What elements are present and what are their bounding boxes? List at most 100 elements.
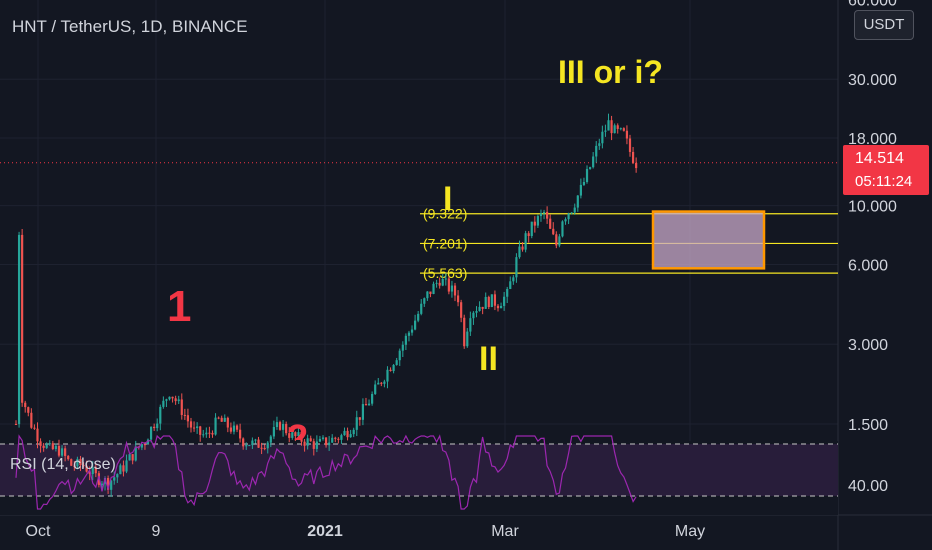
candle: [334, 436, 337, 443]
candle: [410, 325, 414, 336]
rsi-pane: [0, 441, 838, 515]
candle: [355, 410, 358, 437]
candle: [392, 363, 395, 374]
candle: [420, 299, 423, 316]
candle: [42, 442, 45, 452]
candle: [616, 123, 619, 134]
candle: [67, 455, 70, 461]
candle: [251, 437, 254, 449]
rsi-line: [15, 434, 637, 510]
candle: [140, 443, 143, 451]
candle: [340, 433, 343, 445]
candle: [346, 427, 349, 441]
candle: [165, 398, 168, 408]
candle: [76, 456, 79, 470]
x-tick-label: Oct: [26, 523, 51, 540]
candle: [214, 413, 217, 436]
candle: [518, 240, 521, 259]
candle: [414, 314, 417, 331]
candle: [607, 113, 610, 131]
candle: [85, 460, 88, 473]
candle: [24, 400, 27, 413]
candle: [337, 437, 340, 444]
candle: [343, 427, 346, 436]
candles: [14, 113, 638, 497]
candle: [515, 253, 518, 283]
candle: [45, 442, 48, 450]
candle: [315, 435, 318, 453]
candle: [460, 299, 463, 323]
time-axis[interactable]: Oct 9 2021 Mar May: [26, 523, 706, 540]
candle: [493, 290, 497, 311]
candle: [239, 423, 242, 443]
y-tick-label: 60.000: [848, 0, 897, 9]
candle: [30, 408, 33, 429]
candle: [447, 276, 450, 295]
candle: [303, 439, 306, 452]
candle: [546, 206, 549, 224]
y-tick-label: 18.000: [848, 131, 897, 148]
candle: [285, 421, 288, 436]
candle: [180, 393, 183, 420]
candle: [281, 419, 285, 437]
candle: [57, 439, 61, 458]
y-tick-label: 30.000: [848, 72, 897, 89]
price-axis[interactable]: 1.500 3.000 6.000 10.000 18.000 30.000 60.000 4…: [848, 0, 897, 495]
target-zone-box[interactable]: [651, 210, 766, 270]
candle: [496, 304, 500, 312]
wave-label-iii: III or i?: [558, 54, 663, 90]
candle: [321, 435, 325, 441]
candle: [417, 311, 420, 323]
candle: [524, 230, 527, 253]
candle: [294, 431, 297, 442]
candle: [539, 209, 543, 222]
candle: [598, 138, 601, 150]
candle: [196, 422, 199, 434]
candle: [423, 297, 426, 307]
candle: [585, 165, 589, 184]
candle: [205, 427, 208, 438]
candle: [561, 220, 564, 238]
currency-badge[interactable]: USDT: [854, 10, 914, 40]
candle: [582, 177, 586, 186]
candle: [564, 217, 567, 225]
candle: [183, 408, 186, 420]
candle: [386, 366, 389, 389]
candle: [318, 435, 322, 443]
candle: [229, 422, 232, 434]
candle: [21, 229, 24, 407]
candle: [88, 466, 91, 481]
candle: [530, 221, 533, 239]
candle: [407, 330, 411, 342]
rsi-legend-label[interactable]: RSI (14, close): [10, 456, 116, 473]
candle: [441, 273, 444, 287]
candle: [208, 426, 211, 439]
candle: [463, 314, 466, 349]
candle: [202, 429, 205, 438]
candle: [542, 209, 546, 220]
candle: [481, 306, 484, 315]
candle: [275, 416, 279, 430]
candle: [278, 420, 282, 431]
last-price-value: 14.514: [855, 150, 904, 167]
last-price-tag: 14.514 05:11:24: [843, 145, 929, 195]
candle: [48, 440, 51, 446]
candle: [272, 420, 275, 440]
candle: [97, 470, 100, 488]
candle: [291, 427, 294, 440]
candle: [266, 441, 269, 454]
candle: [576, 195, 579, 212]
candle: [177, 395, 180, 405]
candle: [536, 214, 539, 229]
candle: [192, 421, 196, 432]
candle: [552, 222, 555, 236]
candle: [490, 294, 493, 308]
x-tick-label: Mar: [491, 523, 519, 540]
candle: [432, 281, 435, 295]
candle: [36, 422, 39, 449]
x-tick-label: 2021: [307, 523, 343, 540]
candle: [438, 277, 441, 289]
candle: [380, 381, 383, 387]
candle: [533, 216, 536, 233]
